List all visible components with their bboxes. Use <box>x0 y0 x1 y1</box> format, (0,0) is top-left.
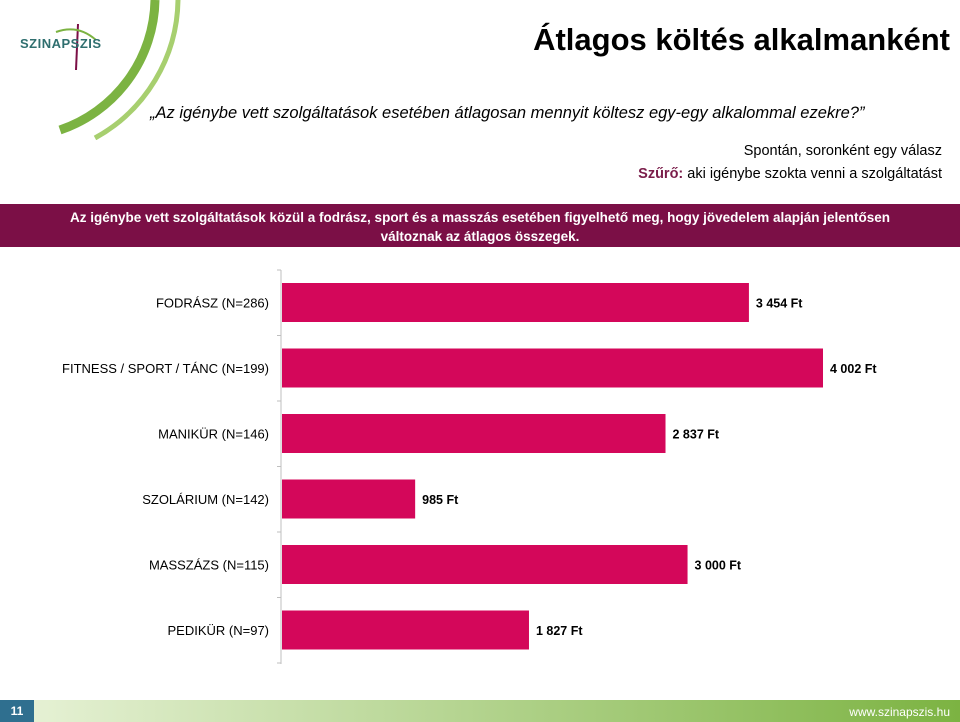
bar <box>282 414 666 453</box>
response-type: Spontán, soronként egy válasz <box>743 143 942 159</box>
szinapszis-logo <box>16 22 116 72</box>
decorative-arcs <box>58 0 181 140</box>
logo-text: SZINAPSZIS <box>20 36 102 51</box>
category-label: MANIKÜR (N=146) <box>158 427 269 442</box>
page-title: Átlagos költés alkalmanként <box>533 22 950 57</box>
page-number: 11 <box>0 700 34 722</box>
bar <box>282 348 823 388</box>
category-label: PEDIKÜR (N=97) <box>168 623 270 638</box>
banner-line-2: változnak az átlagos összegek. <box>380 229 580 244</box>
category-label: SZOLÁRIUM (N=142) <box>142 492 269 507</box>
footer-bar <box>0 700 960 722</box>
bar <box>282 545 688 584</box>
value-label: 3 000 Ft <box>695 559 742 573</box>
website-link[interactable]: www.szinapszis.hu <box>849 705 950 719</box>
category-label: MASSZÁZS (N=115) <box>149 558 269 573</box>
method-info: Spontán, soronként egy válasz Szűrő: aki… <box>638 140 942 186</box>
bar <box>282 479 416 519</box>
filter-text: aki igénybe szokta venni a szolgáltatást <box>683 166 942 182</box>
category-label: FODRÁSZ (N=286) <box>156 296 269 311</box>
filter-line: Szűrő: aki igénybe szokta venni a szolgá… <box>638 163 942 186</box>
survey-question: „Az igénybe vett szolgáltatások esetében… <box>150 104 865 122</box>
filter-label: Szűrő: <box>638 166 684 182</box>
value-label: 4 002 Ft <box>830 362 877 376</box>
bar <box>282 610 529 650</box>
banner-line-1: Az igénybe vett szolgáltatások közül a f… <box>69 210 890 225</box>
average-spend-bar-chart: FODRÁSZ (N=286) 3 454 Ft FITNESS / SPORT /… <box>62 269 877 664</box>
value-label: 3 454 Ft <box>756 297 803 311</box>
key-finding-banner: Az igénybe vett szolgáltatások közül a f… <box>0 204 960 247</box>
value-label: 2 837 Ft <box>673 428 720 442</box>
value-label: 985 Ft <box>422 493 459 507</box>
bar <box>282 283 749 322</box>
value-label: 1 827 Ft <box>536 624 583 638</box>
category-label: FITNESS / SPORT / TÁNC (N=199) <box>62 361 269 376</box>
